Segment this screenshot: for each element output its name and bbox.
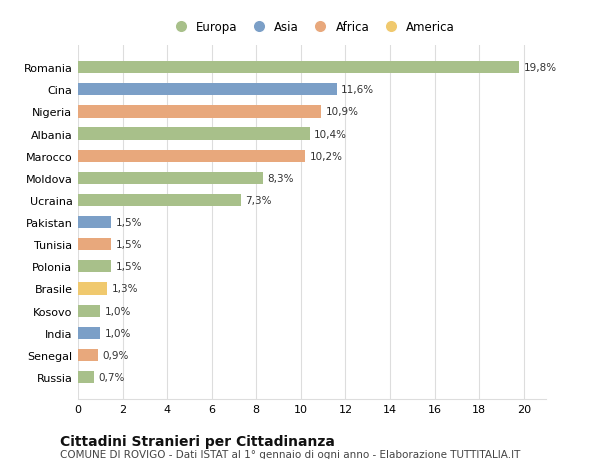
Text: COMUNE DI ROVIGO - Dati ISTAT al 1° gennaio di ogni anno - Elaborazione TUTTITAL: COMUNE DI ROVIGO - Dati ISTAT al 1° genn…: [60, 449, 520, 459]
Bar: [78, 327, 100, 339]
Bar: [78, 84, 337, 96]
Bar: [78, 173, 263, 185]
Legend: Europa, Asia, Africa, America: Europa, Asia, Africa, America: [164, 17, 460, 39]
Text: 1,3%: 1,3%: [112, 284, 138, 294]
Text: 10,4%: 10,4%: [314, 129, 347, 139]
Bar: [78, 106, 321, 118]
Text: 1,5%: 1,5%: [116, 240, 142, 250]
Text: 0,9%: 0,9%: [103, 350, 129, 360]
Text: 7,3%: 7,3%: [245, 196, 272, 206]
Bar: [78, 195, 241, 207]
Bar: [78, 62, 519, 74]
Bar: [78, 261, 112, 273]
Bar: [78, 128, 310, 140]
Text: 0,7%: 0,7%: [98, 372, 124, 382]
Bar: [78, 371, 94, 383]
Text: 1,0%: 1,0%: [105, 328, 131, 338]
Bar: [78, 283, 107, 295]
Bar: [78, 217, 112, 229]
Bar: [78, 305, 100, 317]
Text: Cittadini Stranieri per Cittadinanza: Cittadini Stranieri per Cittadinanza: [60, 434, 335, 448]
Text: 10,9%: 10,9%: [325, 107, 358, 117]
Text: 10,2%: 10,2%: [310, 151, 343, 162]
Text: 19,8%: 19,8%: [524, 63, 557, 73]
Text: 8,3%: 8,3%: [268, 174, 294, 184]
Text: 1,5%: 1,5%: [116, 218, 142, 228]
Text: 1,0%: 1,0%: [105, 306, 131, 316]
Text: 1,5%: 1,5%: [116, 262, 142, 272]
Bar: [78, 349, 98, 361]
Bar: [78, 150, 305, 162]
Bar: [78, 239, 112, 251]
Text: 11,6%: 11,6%: [341, 85, 374, 95]
